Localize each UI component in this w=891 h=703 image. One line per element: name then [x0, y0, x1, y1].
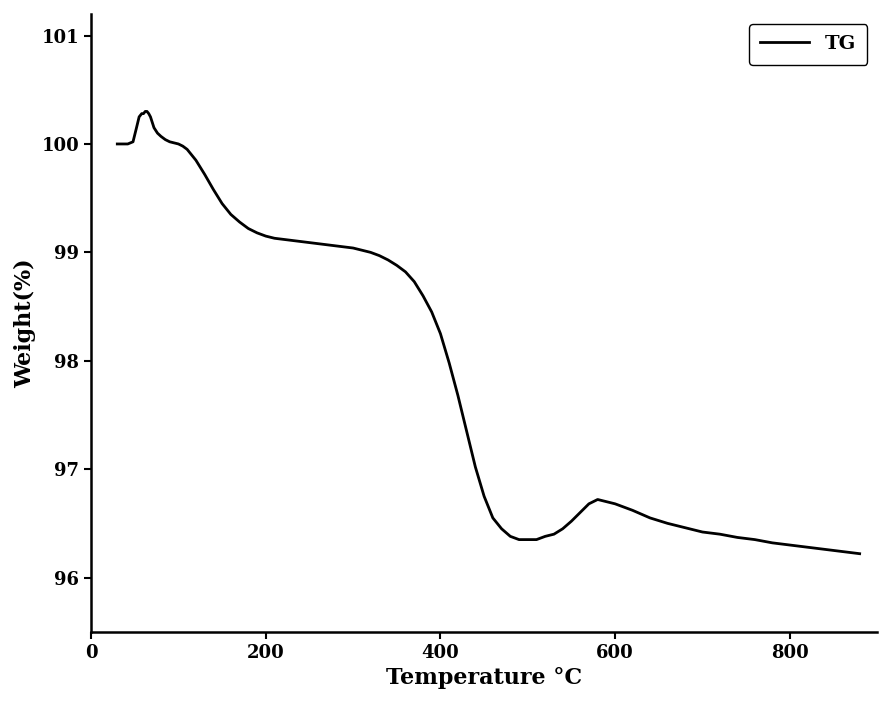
Legend: TG: TG — [748, 24, 868, 65]
TG — [140, 108, 151, 116]
TG — [566, 517, 576, 525]
TG — [601, 498, 612, 506]
TG — [374, 252, 385, 260]
X-axis label: Temperature °C: Temperature °C — [386, 667, 582, 689]
TG — [339, 243, 349, 251]
TG — [122, 140, 133, 148]
TG — [112, 140, 123, 148]
Line: TG: TG — [118, 112, 860, 554]
TG — [854, 550, 865, 558]
Y-axis label: Weight(%): Weight(%) — [14, 258, 36, 387]
TG — [136, 110, 147, 118]
